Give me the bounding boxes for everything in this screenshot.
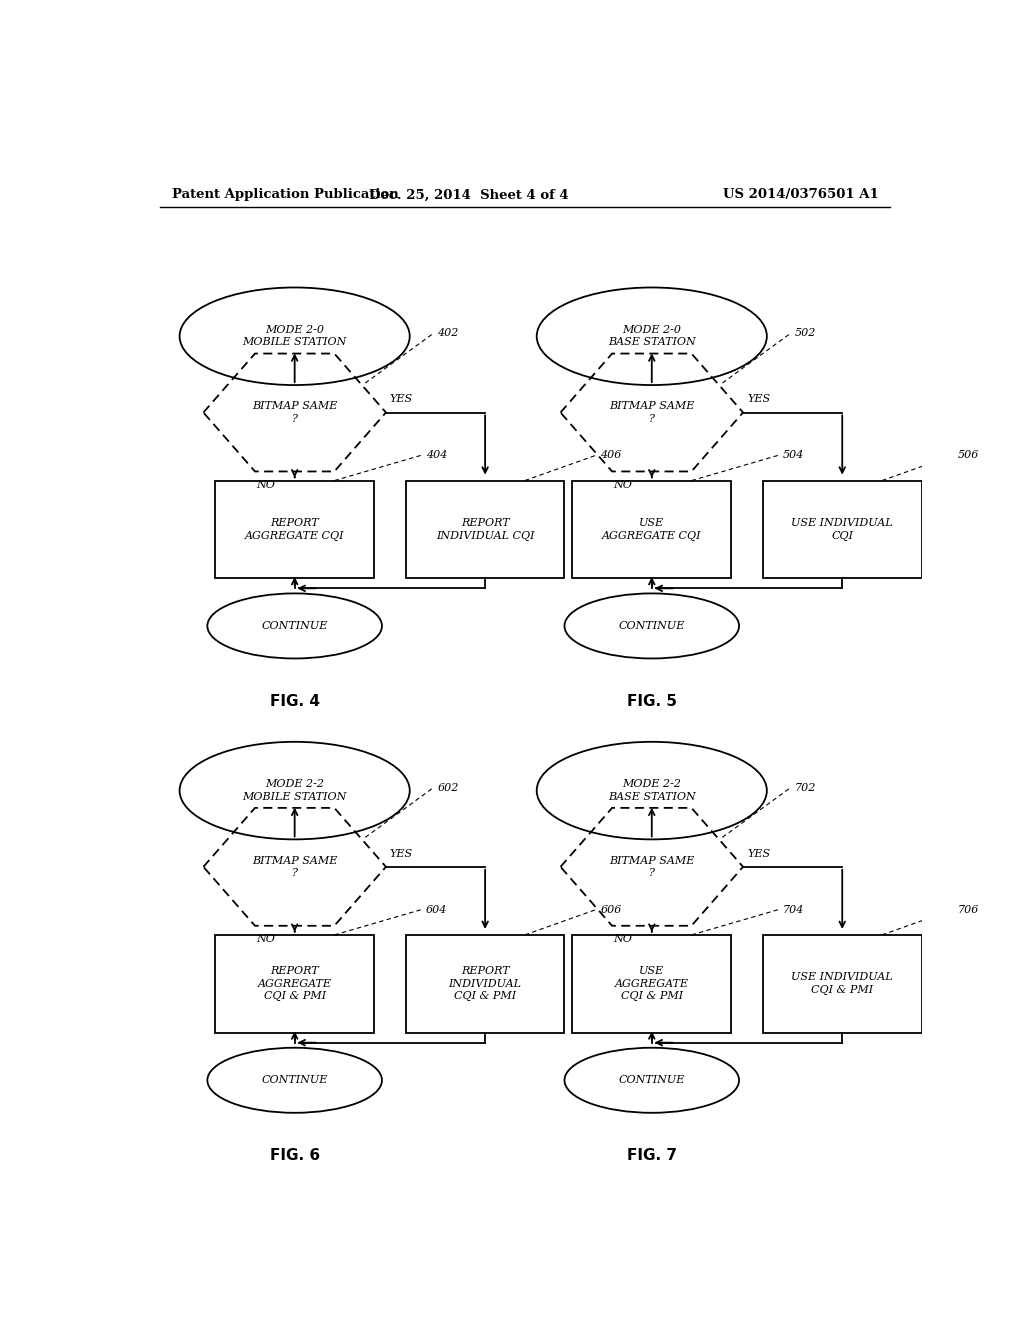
Text: CONTINUE: CONTINUE xyxy=(618,1076,685,1085)
Text: 402: 402 xyxy=(437,329,459,338)
Text: Dec. 25, 2014  Sheet 4 of 4: Dec. 25, 2014 Sheet 4 of 4 xyxy=(370,189,569,202)
Text: 602: 602 xyxy=(437,783,459,792)
Text: 702: 702 xyxy=(795,783,816,792)
Text: US 2014/0376501 A1: US 2014/0376501 A1 xyxy=(723,189,879,202)
Text: NO: NO xyxy=(613,479,632,490)
Text: NO: NO xyxy=(256,479,274,490)
Text: FIG. 6: FIG. 6 xyxy=(269,1148,319,1163)
Text: CONTINUE: CONTINUE xyxy=(261,1076,328,1085)
Text: 704: 704 xyxy=(782,904,804,915)
Text: BITMAP SAME
?: BITMAP SAME ? xyxy=(252,855,337,878)
Text: 606: 606 xyxy=(600,904,622,915)
Text: REPORT
INDIVIDUAL CQI: REPORT INDIVIDUAL CQI xyxy=(436,519,535,541)
Text: YES: YES xyxy=(390,395,413,404)
Text: FIG. 7: FIG. 7 xyxy=(627,1148,677,1163)
Text: YES: YES xyxy=(748,395,770,404)
Text: YES: YES xyxy=(748,849,770,859)
Text: YES: YES xyxy=(390,849,413,859)
Text: REPORT
AGGREGATE CQI: REPORT AGGREGATE CQI xyxy=(245,519,344,541)
Text: CONTINUE: CONTINUE xyxy=(261,620,328,631)
Text: MODE 2-2
BASE STATION: MODE 2-2 BASE STATION xyxy=(608,779,695,801)
Text: MODE 2-0
MOBILE STATION: MODE 2-0 MOBILE STATION xyxy=(243,325,347,347)
Text: USE INDIVIDUAL
CQI: USE INDIVIDUAL CQI xyxy=(792,519,893,541)
Text: Patent Application Publication: Patent Application Publication xyxy=(172,189,398,202)
Text: BITMAP SAME
?: BITMAP SAME ? xyxy=(609,855,694,878)
Text: USE
AGGREGATE CQI: USE AGGREGATE CQI xyxy=(602,519,701,541)
Text: FIG. 5: FIG. 5 xyxy=(627,694,677,709)
Text: MODE 2-0
BASE STATION: MODE 2-0 BASE STATION xyxy=(608,325,695,347)
Text: 506: 506 xyxy=(957,450,979,461)
Text: REPORT
AGGREGATE
CQI & PMI: REPORT AGGREGATE CQI & PMI xyxy=(258,966,332,1001)
Text: FIG. 4: FIG. 4 xyxy=(269,694,319,709)
Text: USE INDIVIDUAL
CQI & PMI: USE INDIVIDUAL CQI & PMI xyxy=(792,973,893,995)
Text: 604: 604 xyxy=(426,904,446,915)
Text: 406: 406 xyxy=(600,450,622,461)
Text: BITMAP SAME
?: BITMAP SAME ? xyxy=(252,401,337,424)
Text: CONTINUE: CONTINUE xyxy=(618,620,685,631)
Text: NO: NO xyxy=(613,935,632,944)
Text: 504: 504 xyxy=(782,450,804,461)
Text: NO: NO xyxy=(256,935,274,944)
Text: MODE 2-2
MOBILE STATION: MODE 2-2 MOBILE STATION xyxy=(243,779,347,801)
Text: 404: 404 xyxy=(426,450,446,461)
Text: 706: 706 xyxy=(957,904,979,915)
Text: BITMAP SAME
?: BITMAP SAME ? xyxy=(609,401,694,424)
Text: REPORT
INDIVIDUAL
CQI & PMI: REPORT INDIVIDUAL CQI & PMI xyxy=(449,966,521,1001)
Text: 502: 502 xyxy=(795,329,816,338)
Text: USE
AGGREGATE
CQI & PMI: USE AGGREGATE CQI & PMI xyxy=(614,966,689,1001)
